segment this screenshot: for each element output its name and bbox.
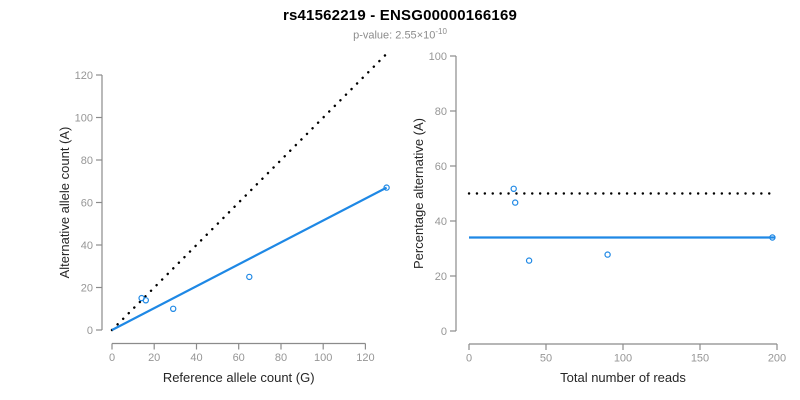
percentage-panel: 0 20 40 60 80 100 0 50 100 150 200 Total number of … <box>411 51 786 385</box>
data-point <box>169 305 177 312</box>
y-tick-label: 40 <box>435 216 447 228</box>
data-point <box>142 297 149 304</box>
x-axis-title: Total number of reads <box>560 370 686 385</box>
x-tick-label: 100 <box>314 352 332 364</box>
x-tick-label: 0 <box>109 352 115 364</box>
y-tick-label: 40 <box>81 240 93 252</box>
pvalue-exponent: -10 <box>435 27 447 36</box>
x-tick-label: 40 <box>190 352 202 364</box>
y-tick-label: 100 <box>429 51 447 63</box>
regression-line <box>111 186 388 331</box>
y-tick-label: 60 <box>435 161 447 173</box>
x-tick-label: 100 <box>614 353 632 365</box>
y-tick-label: 60 <box>81 198 93 210</box>
figure-subtitle: p-value: 2.55×10-10 <box>0 27 800 42</box>
figure-title: rs41562219 - ENSG00000166169 <box>282 7 518 24</box>
y-tick-label: 100 <box>75 113 93 125</box>
identity-line <box>110 52 388 332</box>
x-tick-label: 0 <box>466 353 472 365</box>
x-axis-title: Reference allele count (G) <box>163 370 315 385</box>
y-axis-title: Alternative allele count (A) <box>57 127 72 279</box>
y-tick-label: 80 <box>435 106 447 118</box>
x-tick-label: 50 <box>540 353 552 365</box>
x-tick-label: 80 <box>275 352 287 364</box>
y-tick-label: 20 <box>435 271 447 283</box>
pvalue-base: ×10 <box>416 29 436 42</box>
pvalue-text: p-value: 2.55 <box>353 29 417 42</box>
data-point <box>525 257 533 264</box>
data-point <box>512 199 519 206</box>
x-tick-label: 60 <box>233 352 245 364</box>
x-tick-label: 200 <box>768 353 786 365</box>
data-point <box>510 185 517 192</box>
data-point <box>769 234 776 241</box>
y-tick-label: 80 <box>81 155 93 167</box>
y-tick-label: 20 <box>81 283 93 295</box>
y-tick-label: 0 <box>87 325 93 337</box>
figure-header: rs41562219 - ENSG00000166169 p-value: 2.… <box>0 7 800 42</box>
allele-counts-panel: 0 20 40 60 80 100 120 0 20 40 60 80 100 120 Reference … <box>57 52 390 385</box>
y-axis-title: Percentage alternative (A) <box>411 118 426 269</box>
data-point <box>246 273 253 281</box>
y-tick-label: 0 <box>441 326 447 338</box>
data-point <box>383 184 390 191</box>
x-tick-label: 20 <box>148 352 160 364</box>
data-point <box>604 251 611 258</box>
x-tick-label: 150 <box>691 353 709 365</box>
x-tick-label: 120 <box>356 352 374 364</box>
y-tick-label: 120 <box>75 70 93 82</box>
